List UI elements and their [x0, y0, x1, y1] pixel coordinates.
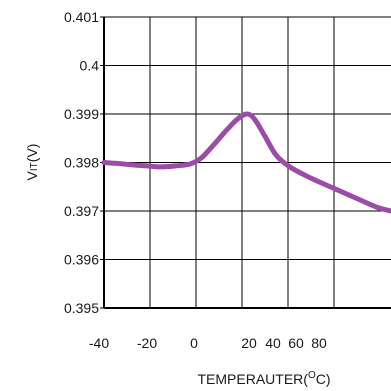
series-line — [101, 111, 391, 214]
y-tick-labels: 0.395 0.396 0.397 0.398 0.399 0.4 0.401 — [64, 9, 99, 316]
y-tick-label: 0.399 — [64, 106, 99, 122]
gridlines — [104, 16, 391, 308]
y-tick-label: 0.395 — [64, 300, 99, 316]
y-tick-label: 0.401 — [64, 9, 99, 25]
x-tick-label: 80 — [311, 335, 327, 351]
x-tick-label: 40 — [265, 335, 281, 351]
x-tick-label: 20 — [241, 335, 257, 351]
x-tick-label: 0 — [190, 335, 198, 351]
series-group — [101, 111, 391, 214]
x-axis-title: TEMPERAUTER(OC) — [197, 370, 330, 387]
y-tick-label: 0.398 — [64, 155, 99, 171]
y-tick-label: 0.397 — [64, 203, 99, 219]
y-tick-label: 0.4 — [80, 58, 100, 74]
x-tick-label: -20 — [137, 335, 157, 351]
x-tick-labels: -40 -20 0 20 40 60 80 — [89, 335, 327, 351]
y-tick-label: 0.396 — [64, 252, 99, 268]
x-tick-label: -40 — [89, 335, 109, 351]
x-tick-label: 60 — [288, 335, 304, 351]
y-axis-title: VIT(V) — [24, 144, 40, 181]
